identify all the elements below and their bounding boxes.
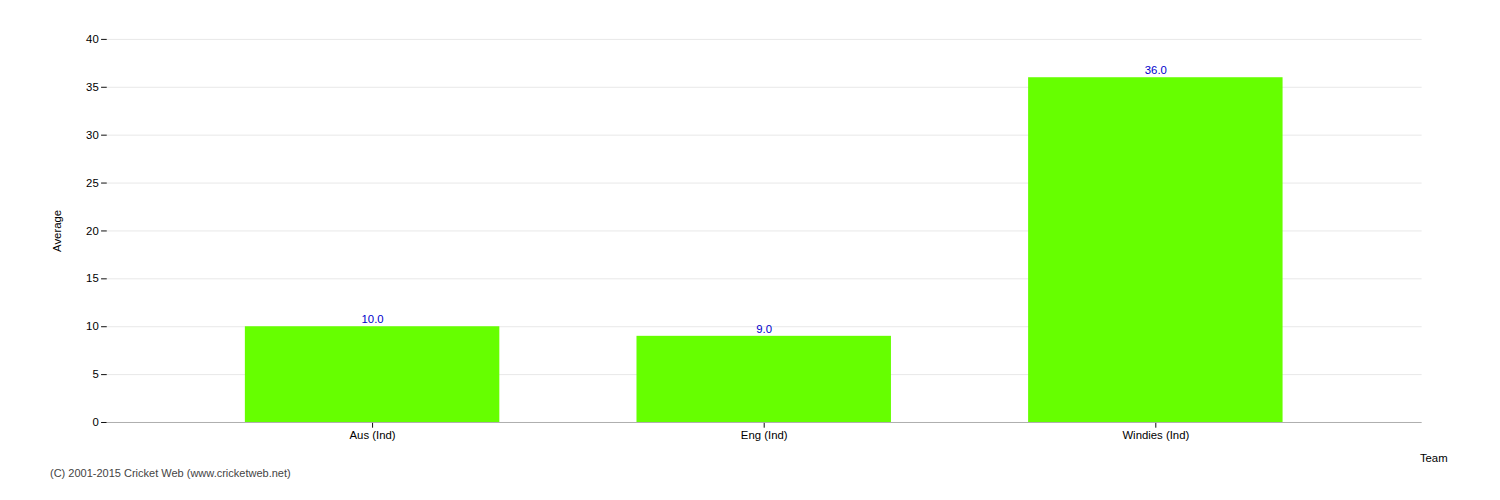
svg-text:10: 10 xyxy=(86,320,99,332)
svg-text:Team: Team xyxy=(1420,452,1448,464)
svg-text:40: 40 xyxy=(86,33,99,45)
svg-text:Windies (Ind): Windies (Ind) xyxy=(1122,429,1189,441)
svg-text:30: 30 xyxy=(86,129,99,141)
svg-text:Average: Average xyxy=(51,210,63,252)
svg-text:10.0: 10.0 xyxy=(362,313,384,325)
svg-text:20: 20 xyxy=(86,225,99,237)
svg-text:0: 0 xyxy=(92,416,98,428)
svg-text:Aus (Ind): Aus (Ind) xyxy=(350,429,396,441)
svg-text:Eng (Ind): Eng (Ind) xyxy=(741,429,788,441)
html-text:(C) 2001-2015 Cricket Web (www: (C) 2001-2015 Cricket Web (www.cricketwe… xyxy=(50,466,291,479)
svg-text:9.0: 9.0 xyxy=(756,323,772,335)
svg-text:25: 25 xyxy=(86,177,99,189)
svg-text:15: 15 xyxy=(86,272,99,284)
svg-text:36.0: 36.0 xyxy=(1145,64,1167,76)
svg-text:5: 5 xyxy=(92,368,98,380)
svg-text:35: 35 xyxy=(86,81,99,93)
